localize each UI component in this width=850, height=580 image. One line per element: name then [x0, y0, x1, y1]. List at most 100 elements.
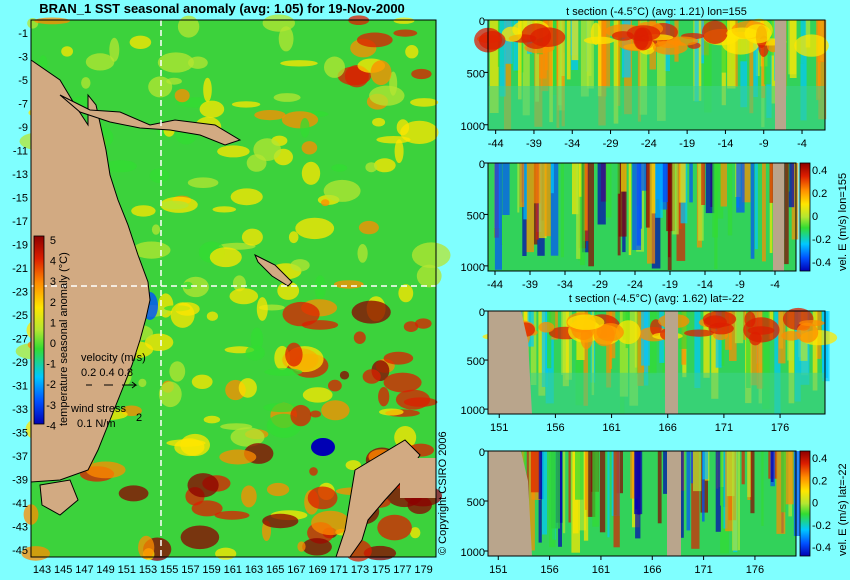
- map-anomaly-blob: [231, 101, 261, 108]
- section-land: [488, 451, 532, 556]
- section-streak: [761, 20, 766, 98]
- section-streak: [784, 451, 794, 505]
- section-streak: [572, 163, 580, 215]
- section-title: t section (-4.5°C) (avg: 1.62) lat=-22: [569, 293, 744, 305]
- section-streak: [571, 20, 579, 61]
- section-streak: [812, 311, 818, 391]
- map-anomaly-blob: [301, 161, 321, 185]
- velocity-colorbar-tick: -0.4: [812, 542, 831, 554]
- section-deep-layer: [488, 372, 825, 414]
- map-anomaly-blob: [405, 45, 419, 59]
- map-anomaly-blob: [264, 368, 303, 376]
- section-streak: [628, 163, 632, 256]
- velocity-legend-arrows: [86, 381, 138, 389]
- section-warm-blob: [708, 322, 734, 335]
- section-streak: [705, 163, 715, 214]
- map-colorbar-tick: -1: [46, 359, 56, 371]
- map-anomaly-blob: [383, 372, 422, 393]
- section-streak: [605, 163, 612, 218]
- section-x-tick: -14: [717, 138, 733, 150]
- map-anomaly-blob: [285, 342, 303, 367]
- section-warm-blob: [590, 22, 602, 45]
- section-streak: [580, 20, 589, 97]
- section-streak: [655, 163, 663, 218]
- map-anomaly-blob: [182, 281, 193, 290]
- section-streak: [694, 20, 699, 102]
- section-streak: [563, 451, 566, 534]
- section-streak: [502, 163, 510, 215]
- section-streak: [613, 20, 619, 124]
- section-streak: [781, 451, 786, 513]
- map-anomaly-blob: [230, 427, 265, 447]
- section-streak: [523, 163, 527, 220]
- section-x-tick: -24: [641, 138, 657, 150]
- section-x-tick: -29: [603, 138, 619, 150]
- section-streak: [737, 451, 740, 551]
- map-anomaly-blob: [280, 60, 318, 67]
- map-colorbar-tick: 1: [50, 317, 56, 329]
- section-streak: [591, 311, 595, 396]
- section-streak: [584, 163, 588, 231]
- map-anomaly-blob: [191, 374, 213, 389]
- section-streak: [663, 451, 668, 494]
- map-anomaly-blob: [148, 76, 173, 98]
- map-anomaly-blob: [314, 275, 327, 300]
- velocity-colorbar: [799, 162, 811, 272]
- section-warm-blob: [529, 27, 566, 47]
- section-streak: [750, 451, 755, 514]
- section-streak: [617, 163, 621, 256]
- section-x-tick: -19: [679, 138, 695, 150]
- section-streak: [535, 20, 539, 102]
- map-anomaly-blob: [311, 510, 350, 536]
- section-streak: [538, 163, 547, 239]
- map-anomaly-blob: [214, 510, 250, 520]
- section-streak: [679, 311, 688, 349]
- map-anomaly-blob: [309, 467, 318, 476]
- section-streak: [756, 311, 764, 389]
- section-streak: [597, 20, 602, 97]
- map-anomaly-blob: [138, 535, 155, 560]
- section-streak: [741, 163, 751, 203]
- map-anomaly-blob: [356, 32, 393, 48]
- velocity-colorbar-tick: 0.2: [812, 188, 827, 200]
- section-warm-blob: [796, 322, 819, 343]
- map-anomaly-blob: [177, 15, 200, 38]
- map-anomaly-blob: [353, 331, 366, 345]
- section-streak: [753, 20, 758, 97]
- map-x-tick: 171: [330, 564, 348, 576]
- section-streak: [769, 163, 773, 253]
- section-streak: [647, 163, 656, 264]
- section-streak: [784, 163, 789, 265]
- map-anomaly-blob: [369, 85, 405, 106]
- section-streak: [580, 163, 586, 266]
- section-streak: [741, 451, 745, 485]
- map-anomaly-blob: [206, 311, 218, 321]
- section-streak: [530, 311, 537, 385]
- map-x-tick: 143: [33, 564, 51, 576]
- map-colorbar-tick: -2: [46, 379, 56, 391]
- section-streak: [548, 20, 553, 87]
- section-streak: [586, 20, 594, 89]
- map-anomaly-blob: [411, 68, 432, 80]
- section-deep-layer: [488, 86, 825, 130]
- map-y-tick: -35: [12, 428, 28, 440]
- section-streak: [575, 451, 584, 500]
- section-streak: [794, 311, 801, 402]
- map-anomaly-blob: [281, 111, 319, 129]
- map-anomaly-blob: [229, 288, 259, 305]
- map-anomaly-blob: [241, 485, 257, 508]
- section-streak: [525, 163, 534, 253]
- map-anomaly-blob: [266, 482, 290, 497]
- section-streak: [599, 20, 607, 97]
- t-section-lat: t section (-4.5°C) (avg: 1.62) lat=-22 0 5…: [461, 293, 838, 434]
- section-streak: [637, 311, 644, 386]
- section-streak: [542, 451, 547, 535]
- map-anomaly-blob: [34, 17, 70, 25]
- map-anomaly-blob: [273, 93, 301, 102]
- section-streak: [544, 163, 551, 237]
- section-streak: [576, 163, 581, 259]
- vector-legend: velocity (m/s) 0.2 0.4 0.8 wind stress 0…: [70, 352, 146, 430]
- section-streak: [776, 451, 786, 534]
- map-anomaly-blob: [262, 513, 299, 529]
